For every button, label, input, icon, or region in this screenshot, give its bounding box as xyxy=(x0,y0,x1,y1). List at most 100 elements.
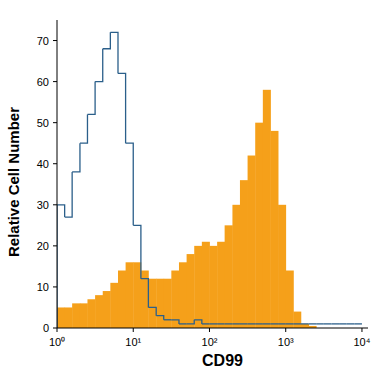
histogram-step xyxy=(309,323,317,324)
histogram-step xyxy=(57,205,65,328)
histogram-bar xyxy=(248,156,256,328)
y-tick-label: 60 xyxy=(37,76,49,88)
histogram-step xyxy=(331,323,339,324)
y-tick-label: 50 xyxy=(37,117,49,129)
histogram-bar xyxy=(87,299,95,328)
histogram-step xyxy=(133,225,141,278)
histogram-step xyxy=(171,320,179,324)
histogram-step xyxy=(286,323,294,324)
y-axis-line xyxy=(57,20,58,328)
histogram-bar xyxy=(126,262,134,328)
histogram-bar xyxy=(225,225,233,328)
histogram-step xyxy=(240,323,248,324)
y-tick-label: 0 xyxy=(43,322,49,334)
histogram-step xyxy=(148,307,156,315)
y-tick xyxy=(53,40,57,41)
histogram-bar xyxy=(255,123,263,328)
y-tick xyxy=(53,122,57,123)
histogram-step xyxy=(179,323,187,324)
y-tick xyxy=(53,204,57,205)
y-tick xyxy=(53,81,57,82)
histogram-step xyxy=(72,143,80,172)
y-tick xyxy=(53,245,57,246)
y-tick-label: 40 xyxy=(37,158,49,170)
histogram-step xyxy=(225,323,233,324)
histogram-bar xyxy=(80,303,88,328)
histogram-step xyxy=(65,172,72,217)
histogram-step xyxy=(270,323,278,324)
histogram-bar xyxy=(217,242,225,328)
histogram-step xyxy=(87,82,95,115)
histogram-bar xyxy=(133,262,141,328)
plot-data xyxy=(57,32,362,328)
histogram-bar xyxy=(240,180,248,328)
x-tick-label: 10² xyxy=(202,336,218,348)
x-tick xyxy=(361,328,362,332)
histogram-step xyxy=(202,323,210,324)
histogram-step xyxy=(293,323,300,324)
histogram-bar xyxy=(270,131,278,328)
x-tick xyxy=(57,328,58,332)
histogram-bar xyxy=(171,271,179,328)
histogram-step xyxy=(156,316,164,320)
histogram-bar xyxy=(118,271,126,328)
histogram-bar xyxy=(179,262,187,328)
histogram-bar xyxy=(187,254,195,328)
chart: 01020304050607010⁰10¹10²10³10⁴CD99Relati… xyxy=(0,0,375,375)
histogram-step xyxy=(217,323,224,324)
y-tick-label: 70 xyxy=(37,35,49,47)
histogram-bar xyxy=(286,271,294,328)
histogram-bar xyxy=(263,90,271,328)
histogram-step xyxy=(278,323,286,324)
histogram-bar xyxy=(301,324,309,328)
y-axis-label: Relative Cell Number xyxy=(5,107,22,257)
histogram-step xyxy=(118,73,126,143)
histogram-step xyxy=(126,143,134,225)
histogram-bar xyxy=(278,205,286,328)
x-tick xyxy=(133,328,134,332)
histogram-bar xyxy=(156,279,164,328)
x-tick-label: 10³ xyxy=(278,336,294,348)
histogram-step xyxy=(248,323,256,324)
histogram-bar xyxy=(148,279,156,328)
histogram-step xyxy=(339,323,347,324)
histogram-step xyxy=(347,323,355,324)
histogram-step xyxy=(301,323,309,324)
y-tick xyxy=(53,163,57,164)
histogram-bar xyxy=(202,242,210,328)
x-tick xyxy=(285,328,286,332)
histogram-step xyxy=(209,323,217,324)
histogram-bar xyxy=(209,246,217,328)
histogram-bar xyxy=(232,205,240,328)
histogram-step xyxy=(103,32,111,48)
x-axis-label: CD99 xyxy=(202,352,243,369)
histogram-step xyxy=(110,32,118,73)
histogram-bar xyxy=(95,295,103,328)
histogram-bar xyxy=(293,312,301,328)
histogram-step xyxy=(324,323,332,324)
histogram-bar xyxy=(57,307,65,328)
histogram-step xyxy=(263,323,271,324)
histogram-bar xyxy=(65,307,73,328)
histogram-bar xyxy=(110,283,118,328)
histogram-step xyxy=(95,49,103,82)
histogram-bar xyxy=(141,271,149,328)
histogram-step xyxy=(80,114,88,143)
histogram-step xyxy=(164,319,172,320)
histogram-step xyxy=(141,279,148,308)
x-tick-label: 10⁰ xyxy=(49,336,65,348)
histogram-bar xyxy=(164,279,172,328)
histogram-step xyxy=(316,323,324,324)
histogram-step xyxy=(255,323,263,324)
x-tick-label: 10¹ xyxy=(125,336,141,348)
y-tick-label: 20 xyxy=(37,240,49,252)
x-tick xyxy=(209,328,210,332)
histogram-step xyxy=(187,320,195,324)
y-tick xyxy=(53,328,57,329)
histogram-bar xyxy=(194,246,202,328)
histogram-step xyxy=(232,323,240,324)
x-tick-label: 10⁴ xyxy=(353,336,370,348)
histogram-step xyxy=(194,320,202,324)
y-tick-label: 30 xyxy=(37,199,49,211)
histogram-bar xyxy=(103,291,111,328)
